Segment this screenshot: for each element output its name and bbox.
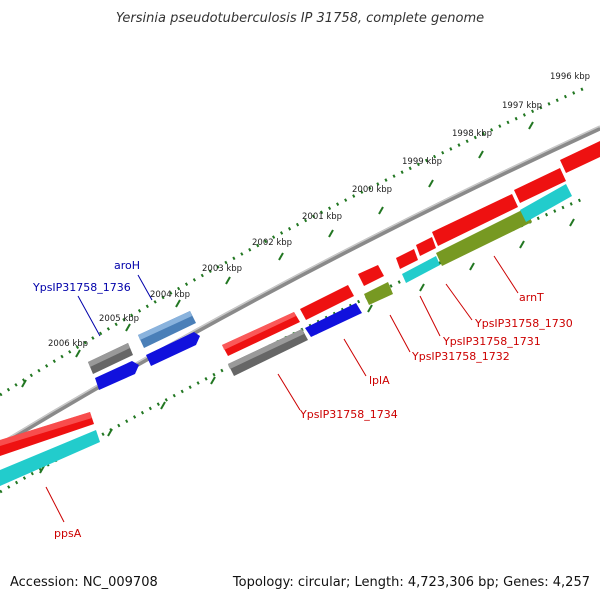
- gene-topright-feature[interactable]: [560, 141, 600, 173]
- tick-label: 2001 kbp: [302, 212, 342, 222]
- gene-arnT-red2-feature[interactable]: [514, 168, 566, 203]
- gene-labels: aroH YpsIP31758_1736 arnT YpsIP31758_173…: [32, 259, 573, 540]
- tick-label: 2005 kbp: [99, 314, 139, 324]
- gene-lplA-feature[interactable]: [305, 303, 362, 337]
- gene-label-lplA[interactable]: lplA: [369, 374, 390, 387]
- gene-label-1732[interactable]: YpsIP31758_1732: [411, 350, 510, 363]
- outer-major-ticks: [21, 121, 534, 388]
- tick-label: 2003 kbp: [202, 264, 242, 274]
- tick-label: 2002 kbp: [252, 238, 292, 248]
- gene-1730-red-feature[interactable]: [416, 237, 436, 256]
- gene-1734-red-shade: [222, 312, 296, 350]
- gene-1736-shade: [88, 343, 130, 367]
- callout-lines: [45, 255, 519, 523]
- map-title: Yersinia pseudotuberculosis IP 31758, co…: [116, 11, 484, 26]
- tick-label: 2004 kbp: [150, 290, 190, 300]
- gene-label-ppsA[interactable]: ppsA: [54, 527, 82, 540]
- gene-ppsA-rna-feature[interactable]: [0, 430, 100, 486]
- tick-label: 1999 kbp: [402, 157, 442, 167]
- gene-1736b-feature[interactable]: [95, 361, 139, 390]
- gene-label-aroH[interactable]: aroH: [114, 259, 140, 272]
- gene-1730-feature[interactable]: [436, 208, 532, 266]
- gene-label-arnT[interactable]: arnT: [519, 291, 544, 304]
- tick-label: 2000 kbp: [352, 185, 392, 195]
- topology-summary: Topology: circular; Length: 4,723,306 bp…: [232, 575, 590, 590]
- gene-aroH-b-feature[interactable]: [146, 332, 200, 366]
- gene-lplA-red-feature[interactable]: [300, 285, 354, 320]
- gene-label-1730[interactable]: YpsIP31758_1730: [474, 317, 573, 330]
- genome-backbone-highlight: [0, 125, 600, 444]
- gene-1731-feature[interactable]: [402, 256, 440, 283]
- gene-label-1731[interactable]: YpsIP31758_1731: [442, 335, 541, 348]
- tick-labels: 1996 kbp 1997 kbp 1998 kbp 1999 kbp 2000…: [48, 72, 590, 349]
- genome-backbone: [0, 125, 600, 448]
- tick-label: 1998 kbp: [452, 129, 492, 139]
- gene-1732-feature[interactable]: [364, 282, 393, 305]
- forward-genes: [0, 141, 600, 486]
- tick-label: 2006 kbp: [48, 339, 88, 349]
- gene-1732-red-feature[interactable]: [358, 265, 384, 286]
- gene-1734-shade: [228, 329, 304, 369]
- gene-aroH-shade: [138, 311, 192, 340]
- accession-text: Accession: NC_009708: [10, 575, 158, 590]
- gene-label-1734[interactable]: YpsIP31758_1734: [299, 408, 398, 421]
- tick-label: 1997 kbp: [502, 101, 542, 111]
- gene-arnT-rna-feature[interactable]: [520, 184, 572, 222]
- gene-ppsA-shade: [0, 412, 92, 446]
- gene-label-1736[interactable]: YpsIP31758_1736: [32, 281, 131, 294]
- gene-arnT-red-feature[interactable]: [432, 194, 518, 246]
- tick-label: 1996 kbp: [550, 72, 590, 82]
- gene-1731-red-feature[interactable]: [396, 249, 418, 269]
